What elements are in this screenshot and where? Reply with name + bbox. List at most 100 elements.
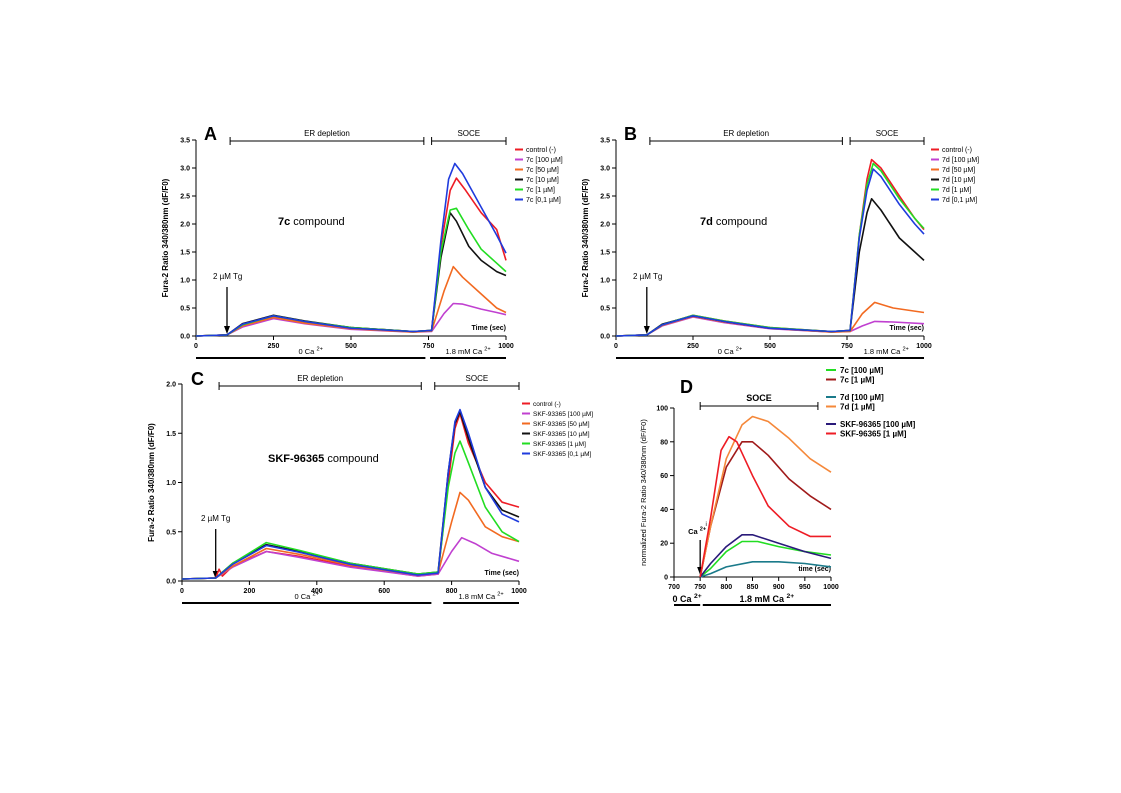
- x-axis-label: Time (sec): [485, 570, 520, 577]
- legend-label-4: SKF-93365 [1 µM]: [533, 441, 586, 448]
- y-tick-label: 1.0: [166, 480, 176, 487]
- series-line-2: [615, 301, 925, 337]
- series-line-5: [615, 168, 925, 337]
- y-tick-label: 3.0: [600, 166, 610, 173]
- x-tick-label: 850: [747, 584, 759, 591]
- legend-label-3: 7d [1 µM]: [840, 403, 875, 412]
- bottom-bar-label: 0 Ca 2+: [295, 592, 319, 601]
- y-tick-label: 2.5: [600, 194, 610, 201]
- series-line-3: [181, 410, 520, 580]
- legend-label-5: 7d [0,1 µM]: [942, 197, 977, 204]
- y-tick-label: 40: [660, 507, 668, 514]
- legend-label-5: SKF-96365 [1 µM]: [840, 430, 907, 439]
- legend-label-0: control (-): [533, 401, 561, 408]
- y-axis-label: Fura-2 Ratio 340/380nm (dF/F0): [581, 178, 590, 297]
- y-tick-label: 0.5: [600, 306, 610, 313]
- x-tick-label: 250: [268, 343, 280, 350]
- legend-label-5: SKF-93365 [0,1 µM]: [533, 451, 591, 458]
- series-line-3: [615, 198, 925, 337]
- series-line-1: [615, 316, 925, 337]
- y-tick-label: 1.5: [166, 431, 176, 438]
- panel-letter: C: [191, 369, 204, 389]
- compound-label: 7d compound: [700, 216, 767, 228]
- series-line-4: [699, 534, 832, 578]
- y-tick-label: 2.5: [180, 194, 190, 201]
- panel-letter: B: [624, 124, 637, 144]
- x-tick-label: 750: [423, 343, 435, 350]
- bottom-bar-label: 1.8 mM Ca 2+: [445, 347, 490, 356]
- compound-label: SKF-96365 compound: [268, 453, 379, 465]
- legend-label-3: 7c [10 µM]: [526, 177, 559, 184]
- legend-label-0: control (-): [942, 147, 972, 154]
- series-line-5: [181, 408, 520, 580]
- y-tick-label: 2.0: [166, 382, 176, 389]
- x-tick-label: 0: [614, 343, 618, 350]
- legend-label-1: 7c [1 µM]: [840, 376, 875, 385]
- y-tick-label: 2.0: [600, 222, 610, 229]
- series-line-5: [699, 435, 831, 578]
- y-tick-label: 0.0: [600, 334, 610, 341]
- legend-label-2: 7d [50 µM]: [942, 167, 975, 174]
- x-tick-label: 400: [311, 588, 323, 595]
- legend-label-0: 7c [100 µM]: [840, 366, 884, 375]
- arrow-label-sup: i: [705, 522, 706, 528]
- top-bar-label: ER depletion: [304, 129, 350, 138]
- x-tick-label: 700: [668, 584, 680, 591]
- series-line-3: [699, 415, 832, 578]
- top-bar-label: SOCE: [457, 129, 480, 138]
- top-bar-label: SOCE: [466, 374, 489, 383]
- y-tick-label: 20: [660, 541, 668, 548]
- top-bar-label: ER depletion: [297, 374, 343, 383]
- y-tick-label: 0.0: [166, 579, 176, 586]
- bottom-bar-label: 1.8 mM Ca 2+: [864, 347, 909, 356]
- legend-label-2: 7d [100 µM]: [840, 393, 884, 402]
- x-tick-label: 0: [180, 588, 184, 595]
- series-line-0: [195, 177, 507, 337]
- bottom-bar-label: 0 Ca 2+: [718, 347, 742, 356]
- x-tick-label: 500: [764, 343, 776, 350]
- y-tick-label: 80: [660, 439, 668, 446]
- y-tick-label: 3.5: [180, 138, 190, 145]
- arrow-label: 2 µM Tg: [213, 272, 242, 281]
- bottom-bar-label: 0 Ca 2+: [299, 347, 323, 356]
- legend-label-4: SKF-96365 [100 µM]: [840, 420, 916, 429]
- series-line-0: [615, 158, 925, 337]
- x-tick-label: 1000: [498, 343, 514, 350]
- x-tick-label: 800: [720, 584, 732, 591]
- y-axis-label: normalized Fura-2 Ratio 340/380nm (dF/F0…: [639, 419, 648, 566]
- y-tick-label: 60: [660, 473, 668, 480]
- series-line-1: [181, 536, 520, 580]
- x-tick-label: 250: [687, 343, 699, 350]
- series-line-5: [195, 162, 507, 337]
- x-tick-label: 600: [378, 588, 390, 595]
- panel-letter: D: [680, 377, 693, 397]
- bottom-bar-label: 1.8 mM Ca 2+: [459, 592, 504, 601]
- series-line-4: [615, 162, 925, 337]
- panel-letter: A: [204, 124, 217, 144]
- y-tick-label: 1.5: [180, 250, 190, 257]
- x-tick-label: 500: [345, 343, 357, 350]
- arrow-label: Ca 2+: [688, 527, 707, 536]
- bottom-bar-label: 0 Ca 2+: [672, 593, 701, 604]
- y-tick-label: 0.0: [180, 334, 190, 341]
- stimulus-arrow-head: [643, 326, 650, 334]
- y-tick-label: 3.0: [180, 166, 190, 173]
- x-tick-label: 1000: [511, 588, 527, 595]
- top-bar-label: ER depletion: [723, 129, 769, 138]
- y-tick-label: 2.0: [180, 222, 190, 229]
- x-tick-label: 950: [799, 584, 811, 591]
- x-tick-label: 900: [773, 584, 785, 591]
- y-axis-label: Fura-2 Ratio 340/380nm (dF/F0): [161, 178, 170, 297]
- panel-B: 0.0 0.5 1.0 1.5 2.0 2.5 3.0 3.5 0 250 500 750 1000 Fu…: [581, 124, 979, 359]
- legend-label-1: SKF-93365 [100 µM]: [533, 411, 593, 418]
- arrow-label: 2 µM Tg: [633, 272, 662, 281]
- x-tick-label: 200: [244, 588, 256, 595]
- arrow-label: 2 µM Tg: [201, 514, 230, 523]
- x-axis-label: Time (sec): [472, 325, 507, 332]
- legend-label-4: 7d [1 µM]: [942, 187, 971, 194]
- x-tick-label: 1000: [916, 343, 932, 350]
- x-tick-label: 750: [694, 584, 706, 591]
- x-axis-label: Time (sec): [890, 325, 925, 332]
- panel-D: 0 20 40 60 80 100 700 750 800 850 900 950 1000 normal…: [639, 366, 916, 606]
- x-tick-label: 750: [841, 343, 853, 350]
